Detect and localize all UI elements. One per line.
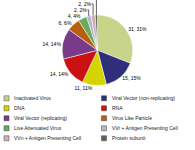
svg-text:1, 1%: 1, 1% — [82, 0, 95, 1]
svg-text:DNA: DNA — [14, 105, 25, 111]
svg-text:31, 31%: 31, 31% — [128, 26, 147, 32]
svg-text:2, 2%: 2, 2% — [78, 1, 91, 7]
svg-text:14, 14%: 14, 14% — [50, 71, 69, 77]
svg-text:Virus Like Particle: Virus Like Particle — [112, 115, 152, 121]
svg-text:Inactivated Virus: Inactivated Virus — [14, 95, 51, 101]
svg-text:Viral Vector (replicating): Viral Vector (replicating) — [14, 115, 67, 121]
svg-text:4, 4%: 4, 4% — [68, 13, 81, 19]
svg-text:15, 15%: 15, 15% — [122, 75, 141, 81]
svg-text:Protein subunit: Protein subunit — [112, 135, 146, 141]
svg-text:Viral Vector (non-replicating): Viral Vector (non-replicating) — [112, 95, 175, 101]
svg-text:RNA: RNA — [112, 105, 123, 111]
svg-text:6, 6%: 6, 6% — [59, 20, 72, 26]
svg-text:VVn + Antigen Presenting Cell: VVn + Antigen Presenting Cell — [14, 135, 81, 141]
svg-text:11, 11%: 11, 11% — [75, 85, 93, 91]
svg-text:2, 2%: 2, 2% — [74, 7, 87, 13]
svg-text:Live Attenuated Virus: Live Attenuated Virus — [14, 125, 62, 131]
svg-text:14, 14%: 14, 14% — [42, 41, 61, 47]
svg-text:VVr + Antigen Presenting Cell: VVr + Antigen Presenting Cell — [112, 125, 178, 131]
